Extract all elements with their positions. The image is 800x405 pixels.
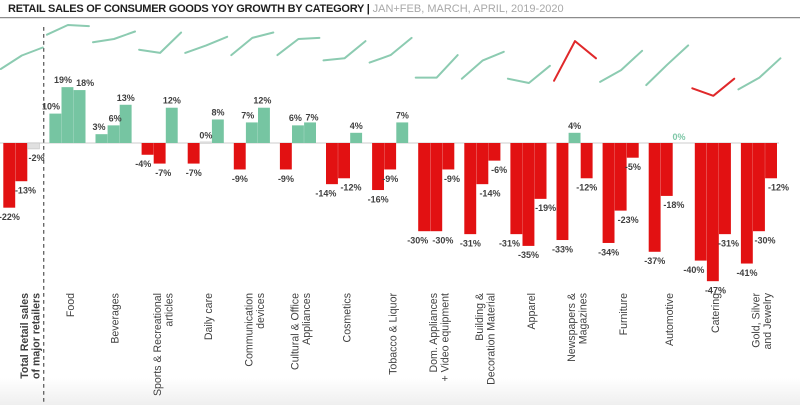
svg-text:Newspapers &: Newspapers & bbox=[566, 293, 578, 362]
svg-text:-7%: -7% bbox=[186, 168, 202, 178]
svg-text:-13%: -13% bbox=[15, 186, 36, 196]
svg-text:3%: 3% bbox=[93, 122, 106, 132]
svg-text:Cultural & Office: Cultural & Office bbox=[290, 293, 302, 370]
svg-text:-31%: -31% bbox=[718, 238, 739, 248]
svg-text:6%: 6% bbox=[289, 113, 302, 123]
svg-text:Furniture: Furniture bbox=[618, 293, 630, 335]
svg-text:-30%: -30% bbox=[432, 236, 453, 246]
svg-text:-7%: -7% bbox=[155, 168, 171, 178]
svg-text:13%: 13% bbox=[117, 93, 135, 103]
svg-text:-12%: -12% bbox=[768, 183, 789, 193]
svg-text:12%: 12% bbox=[253, 96, 271, 106]
svg-text:Appliances: Appliances bbox=[301, 293, 313, 345]
svg-text:Communication: Communication bbox=[243, 293, 255, 367]
svg-text:-18%: -18% bbox=[663, 200, 684, 210]
svg-text:Decoration Material: Decoration Material bbox=[485, 293, 497, 385]
svg-text:Sports & Recreational: Sports & Recreational bbox=[152, 293, 164, 396]
svg-text:-23%: -23% bbox=[618, 215, 639, 225]
svg-text:Beverages: Beverages bbox=[110, 293, 122, 344]
svg-text:articles: articles bbox=[163, 293, 175, 327]
svg-text:-22%: -22% bbox=[0, 212, 20, 222]
svg-text:Food: Food bbox=[65, 293, 77, 317]
svg-text:-6%: -6% bbox=[491, 165, 507, 175]
svg-text:-40%: -40% bbox=[683, 265, 704, 275]
svg-text:Daily care: Daily care bbox=[203, 293, 215, 340]
svg-text:Gold, Silver: Gold, Silver bbox=[751, 293, 763, 348]
svg-text:-12%: -12% bbox=[340, 183, 361, 193]
svg-text:Catering: Catering bbox=[710, 293, 722, 333]
svg-text:-16%: -16% bbox=[368, 194, 389, 204]
svg-text:-31%: -31% bbox=[499, 238, 520, 248]
svg-text:-2%: -2% bbox=[29, 153, 45, 163]
svg-text:7%: 7% bbox=[241, 110, 254, 120]
svg-text:-4%: -4% bbox=[135, 159, 151, 169]
svg-text:of major retailers: of major retailers bbox=[30, 293, 42, 379]
svg-text:4%: 4% bbox=[568, 121, 581, 131]
svg-text:-35%: -35% bbox=[518, 250, 539, 260]
svg-text:+ Video equipment: + Video equipment bbox=[439, 293, 451, 382]
svg-text:-41%: -41% bbox=[736, 268, 757, 278]
svg-text:-30%: -30% bbox=[407, 236, 428, 246]
svg-text:-47%: -47% bbox=[705, 285, 726, 295]
svg-text:Building &: Building & bbox=[474, 293, 486, 341]
svg-text:0%: 0% bbox=[199, 131, 212, 141]
svg-text:-34%: -34% bbox=[598, 247, 619, 257]
svg-text:Automotive: Automotive bbox=[664, 293, 676, 346]
svg-text:6%: 6% bbox=[109, 113, 122, 123]
svg-text:-37%: -37% bbox=[644, 256, 665, 266]
svg-text:18%: 18% bbox=[76, 78, 94, 88]
svg-text:12%: 12% bbox=[163, 96, 181, 106]
svg-text:-30%: -30% bbox=[755, 236, 776, 246]
svg-text:19%: 19% bbox=[54, 75, 72, 85]
svg-text:-14%: -14% bbox=[315, 188, 336, 198]
svg-text:Apparel: Apparel bbox=[526, 293, 538, 330]
svg-text:devices: devices bbox=[255, 293, 267, 329]
svg-text:Total Retail sales: Total Retail sales bbox=[19, 293, 31, 379]
svg-text:RETAIL SALES OF CONSUMER GOODS: RETAIL SALES OF CONSUMER GOODS YOY GROWT… bbox=[8, 3, 564, 15]
svg-text:-33%: -33% bbox=[552, 244, 573, 254]
svg-text:Magazines: Magazines bbox=[578, 293, 590, 344]
svg-text:-31%: -31% bbox=[460, 238, 481, 248]
svg-text:-5%: -5% bbox=[625, 162, 641, 172]
svg-text:-9%: -9% bbox=[444, 174, 460, 184]
svg-text:-9%: -9% bbox=[232, 174, 248, 184]
svg-text:-9%: -9% bbox=[382, 174, 398, 184]
svg-text:-9%: -9% bbox=[278, 174, 294, 184]
svg-text:-19%: -19% bbox=[535, 203, 556, 213]
svg-text:10%: 10% bbox=[42, 102, 60, 112]
svg-text:Tobacco & Liquor: Tobacco & Liquor bbox=[387, 293, 399, 375]
svg-text:0%: 0% bbox=[672, 132, 685, 142]
svg-text:-12%: -12% bbox=[576, 183, 597, 193]
svg-text:7%: 7% bbox=[305, 112, 318, 122]
svg-text:4%: 4% bbox=[350, 121, 363, 131]
svg-text:8%: 8% bbox=[211, 107, 224, 117]
svg-text:-14%: -14% bbox=[479, 188, 500, 198]
svg-text:7%: 7% bbox=[396, 110, 409, 120]
svg-text:Cosmetics: Cosmetics bbox=[341, 293, 353, 342]
svg-text:Dom. Appliances: Dom. Appliances bbox=[428, 293, 440, 373]
svg-text:and Jewelry: and Jewelry bbox=[762, 292, 774, 349]
